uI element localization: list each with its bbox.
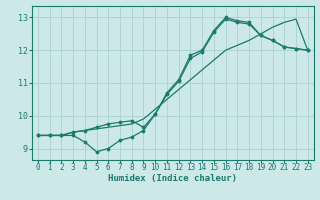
X-axis label: Humidex (Indice chaleur): Humidex (Indice chaleur) <box>108 174 237 183</box>
